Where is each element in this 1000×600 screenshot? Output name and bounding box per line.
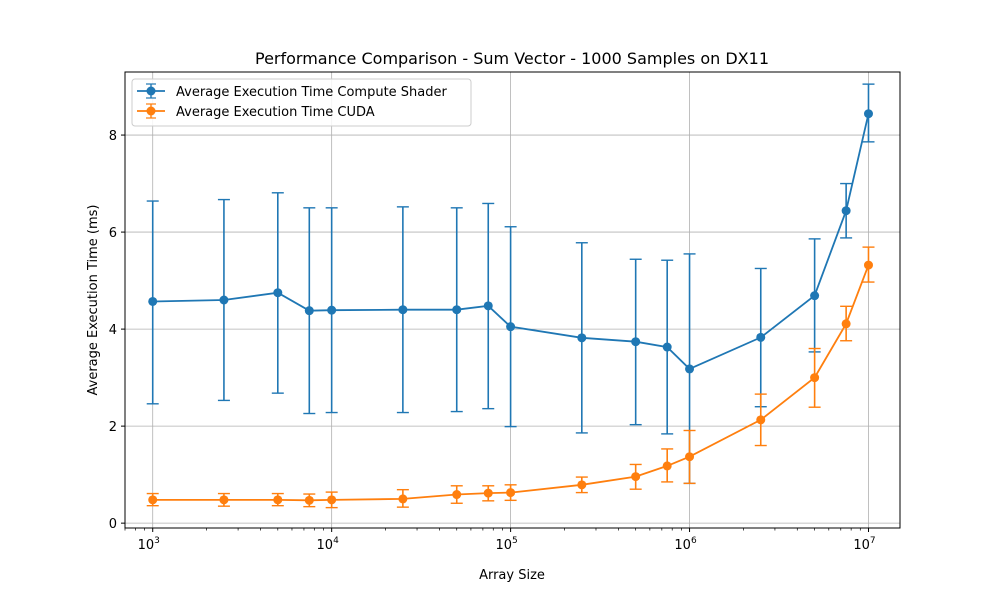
data-point xyxy=(452,305,462,315)
data-point xyxy=(577,333,587,343)
legend-item-1: Average Execution Time Compute Shader xyxy=(137,83,448,100)
data-point xyxy=(148,296,158,306)
data-point xyxy=(863,109,873,119)
legend: Average Execution Time Compute Shader Ave… xyxy=(131,78,472,127)
y-tick-label: 6 xyxy=(109,226,117,241)
data-point xyxy=(304,306,314,316)
data-point xyxy=(631,472,641,482)
data-point xyxy=(273,495,283,505)
legend-marker xyxy=(146,86,156,96)
y-tick-label: 2 xyxy=(109,420,117,435)
data-point xyxy=(863,260,873,270)
data-point xyxy=(577,480,587,490)
data-point xyxy=(756,332,766,342)
y-tick-label: 8 xyxy=(109,129,117,144)
data-point xyxy=(506,488,516,498)
x-axis: 103 104 105 106 107 xyxy=(124,528,876,553)
data-point xyxy=(810,373,820,383)
data-point xyxy=(756,415,766,425)
data-point xyxy=(398,494,408,504)
data-point xyxy=(810,291,820,301)
data-point xyxy=(327,305,337,315)
data-point xyxy=(483,488,493,498)
data-point xyxy=(304,495,314,505)
legend-label: Average Execution Time Compute Shader xyxy=(176,85,448,100)
data-point xyxy=(219,495,229,505)
data-point xyxy=(148,495,158,505)
legend-box xyxy=(131,78,472,127)
data-point xyxy=(273,288,283,298)
data-point xyxy=(219,295,229,305)
data-point xyxy=(685,364,695,374)
plot-frame xyxy=(124,71,901,529)
data-point xyxy=(452,490,462,500)
x-tick-label: 106 xyxy=(674,536,697,553)
legend-item-2: Average Execution Time CUDA xyxy=(137,103,375,120)
y-tick-label: 0 xyxy=(109,517,117,532)
grid-lines xyxy=(125,72,900,528)
x-tick-label: 105 xyxy=(495,536,517,553)
data-point xyxy=(483,301,493,311)
y-tick-label: 4 xyxy=(109,323,117,338)
data-point xyxy=(841,206,851,216)
series-2 xyxy=(146,246,875,509)
legend-label: Average Execution Time CUDA xyxy=(176,105,375,120)
x-tick-label: 107 xyxy=(853,536,875,553)
data-point xyxy=(662,342,672,352)
data-point xyxy=(398,305,408,315)
y-axis-label: Average Execution Time (ms) xyxy=(86,205,101,396)
x-tick-label: 104 xyxy=(317,536,340,553)
y-axis: 0 2 4 6 8 xyxy=(109,129,125,532)
data-point xyxy=(662,461,672,471)
data-point xyxy=(631,337,641,347)
data-point xyxy=(685,452,695,462)
chart-title: Performance Comparison - Sum Vector - 10… xyxy=(255,49,769,68)
x-tick-label: 103 xyxy=(138,536,160,553)
series-1 xyxy=(146,83,875,485)
series-layer xyxy=(146,83,875,509)
data-point xyxy=(327,495,337,505)
data-point xyxy=(506,322,516,332)
x-axis-label: Array Size xyxy=(479,568,545,583)
legend-marker xyxy=(146,106,156,116)
data-point xyxy=(841,319,851,329)
